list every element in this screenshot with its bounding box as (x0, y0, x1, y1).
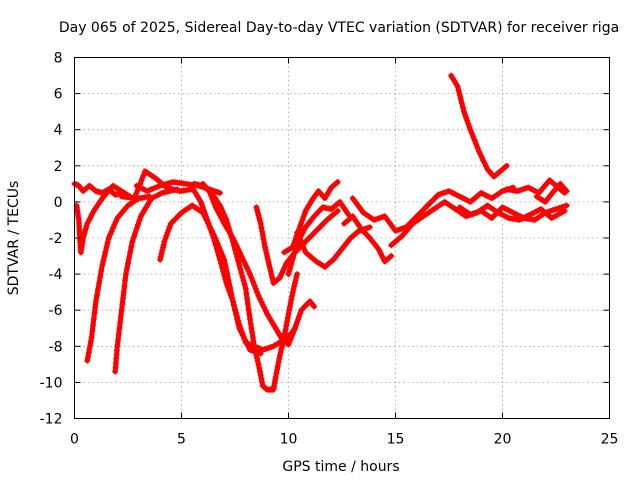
y-tick-label: -6 (49, 303, 63, 319)
series-markers (285, 198, 352, 278)
x-tick-label: 25 (601, 432, 619, 448)
series-arc-4 (112, 186, 181, 375)
series-arc-18 (448, 72, 510, 180)
series-markers (503, 177, 568, 196)
x-tick-label: 10 (280, 432, 298, 448)
series-arc-10 (199, 180, 318, 348)
y-tick-label: 2 (54, 159, 63, 175)
series-markers (456, 202, 570, 223)
series-arc-16 (349, 184, 517, 234)
series-markers (199, 180, 318, 348)
x-tick-label: 15 (387, 432, 405, 448)
y-tick-label: -10 (40, 375, 63, 391)
y-tick-label: -2 (49, 231, 63, 247)
y-tick-label: 4 (54, 123, 63, 139)
series-arc-21 (503, 177, 568, 196)
series-arc-3 (84, 193, 153, 364)
x-tick-label: 20 (494, 432, 512, 448)
y-tick-label: 0 (54, 195, 63, 211)
grid (74, 57, 610, 419)
series-markers (448, 72, 510, 180)
x-tick-label: 5 (177, 432, 186, 448)
chart-title: Day 065 of 2025, Sidereal Day-to-day VTE… (59, 20, 619, 36)
y-axis-label: SDTVAR / TECUs (6, 181, 22, 296)
series-markers (341, 213, 395, 265)
series-arc-5 (118, 168, 196, 202)
series-arc-12 (281, 179, 341, 256)
ticks (74, 57, 610, 419)
y-tick-label: -4 (49, 267, 63, 283)
series-markers (349, 184, 517, 234)
series-arc-19 (456, 202, 570, 223)
y-tick-label: 8 (54, 51, 63, 67)
series-markers (73, 182, 134, 256)
series-group (71, 72, 570, 393)
series-markers (112, 186, 181, 375)
y-tick-label: -8 (49, 339, 63, 355)
series-arc-15 (341, 213, 395, 265)
y-tick-label: -12 (40, 412, 63, 428)
x-tick-label: 0 (70, 432, 79, 448)
x-axis-label: GPS time / hours (282, 459, 399, 475)
tick-labels: 0 5 10 15 20 25 -12 -10 -8 -6 -4 -2 0 2 4 6 8 (40, 51, 619, 448)
series-arc-2 (73, 182, 134, 256)
series-markers (84, 193, 153, 364)
y-tick-label: 6 (54, 87, 63, 103)
